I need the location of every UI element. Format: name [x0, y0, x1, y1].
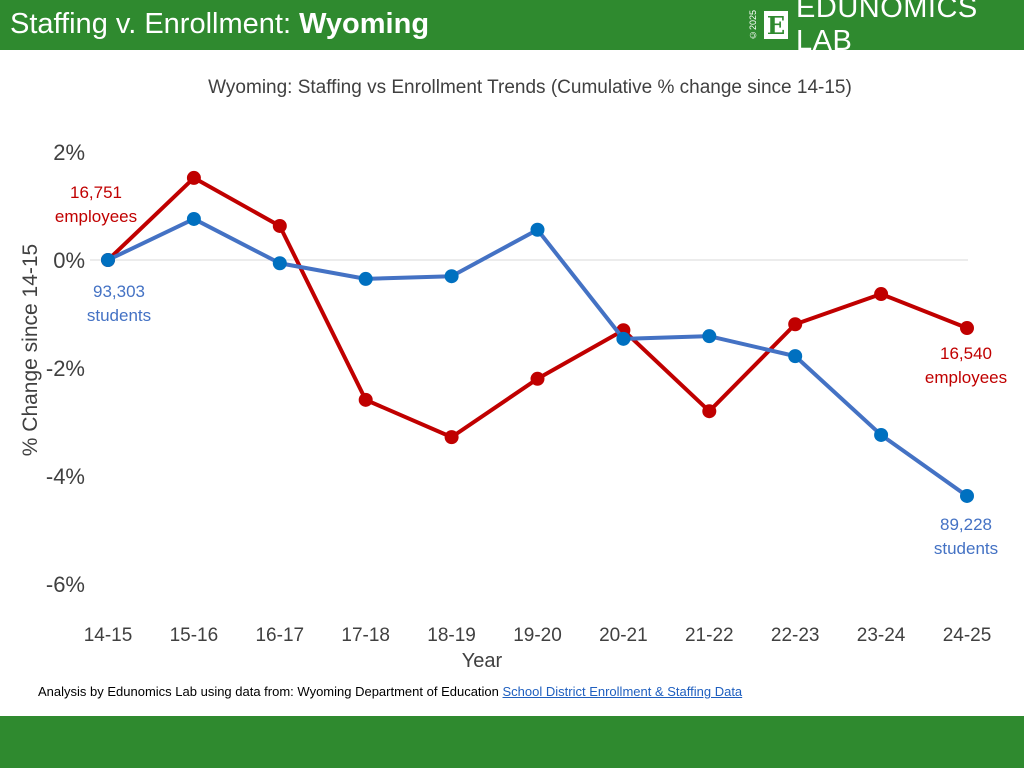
- logo-mark: E: [764, 11, 789, 40]
- staff-point: [874, 287, 889, 302]
- y-tick-label: 2%: [53, 140, 85, 165]
- staff-point: [444, 430, 459, 445]
- students-point: [530, 222, 545, 237]
- y-tick-label: -2%: [46, 356, 85, 381]
- y-tick-label: 0%: [53, 248, 85, 273]
- source-note: Analysis by Edunomics Lab using data fro…: [38, 684, 742, 699]
- students-point: [272, 256, 287, 271]
- x-tick-label: 15-16: [170, 625, 219, 646]
- x-tick-label: 20-21: [599, 625, 648, 646]
- x-tick-label: 19-20: [513, 625, 562, 646]
- staff-point: [358, 392, 373, 407]
- y-axis-label: % Change since 14-15: [19, 244, 42, 456]
- source-link[interactable]: School District Enrollment & Staffing Da…: [502, 684, 743, 699]
- staff-start-label: employees: [55, 207, 137, 226]
- staff-end-label: employees: [925, 368, 1007, 387]
- x-tick-label: 22-23: [771, 625, 820, 646]
- x-tick-label: 21-22: [685, 625, 734, 646]
- staff-point: [960, 321, 974, 336]
- staff-end-label: 16,540: [940, 344, 992, 363]
- students-point: [702, 329, 717, 344]
- logo-text: EDUNOMICS LAB: [796, 0, 978, 57]
- footer-bar: [0, 716, 1024, 768]
- chart-title: Wyoming: Staffing vs Enrollment Trends (…: [208, 77, 852, 98]
- students-end-label: 89,228: [940, 515, 992, 534]
- line-chart: Wyoming: Staffing vs Enrollment Trends (…: [19, 77, 1007, 672]
- staff-point: [702, 404, 717, 419]
- x-tick-label: 24-25: [943, 625, 992, 646]
- students-line: [107, 216, 969, 498]
- y-tick-label: -4%: [46, 464, 85, 489]
- logo-copyright: ©2025: [748, 9, 758, 41]
- x-tick-label: 14-15: [84, 625, 133, 646]
- staff-point: [530, 371, 545, 386]
- students-point: [874, 427, 889, 442]
- x-axis-label: Year: [462, 650, 503, 672]
- header-bar: Staffing v. Enrollment: Wyoming ©2025 E …: [0, 0, 1024, 57]
- staff-point: [272, 218, 287, 233]
- students-point: [616, 331, 631, 346]
- students-point: [101, 253, 115, 267]
- students-point: [358, 271, 373, 286]
- x-tick-label: 16-17: [255, 625, 304, 646]
- y-tick-label: -6%: [46, 572, 85, 597]
- title-prefix: Staffing v. Enrollment:: [10, 8, 300, 40]
- x-tick-label: 18-19: [427, 625, 476, 646]
- staff-point: [186, 170, 201, 185]
- source-text: Analysis by Edunomics Lab using data fro…: [38, 684, 503, 699]
- title-state: Wyoming: [299, 8, 430, 40]
- edunomics-logo: ©2025 E EDUNOMICS LAB: [748, 0, 1024, 57]
- staff-start-label: 16,751: [70, 183, 122, 202]
- students-point: [444, 269, 459, 284]
- students-end-label: students: [934, 539, 998, 558]
- x-tick-label: 17-18: [341, 625, 390, 646]
- students-point: [788, 349, 803, 364]
- staff-point: [788, 317, 803, 332]
- x-tick-label: 23-24: [857, 625, 906, 646]
- students-point: [186, 211, 201, 226]
- page-title: Staffing v. Enrollment: Wyoming: [10, 8, 429, 41]
- students-point: [960, 488, 974, 503]
- students-start-label: 93,303: [93, 282, 145, 301]
- students-start-label: students: [87, 306, 151, 325]
